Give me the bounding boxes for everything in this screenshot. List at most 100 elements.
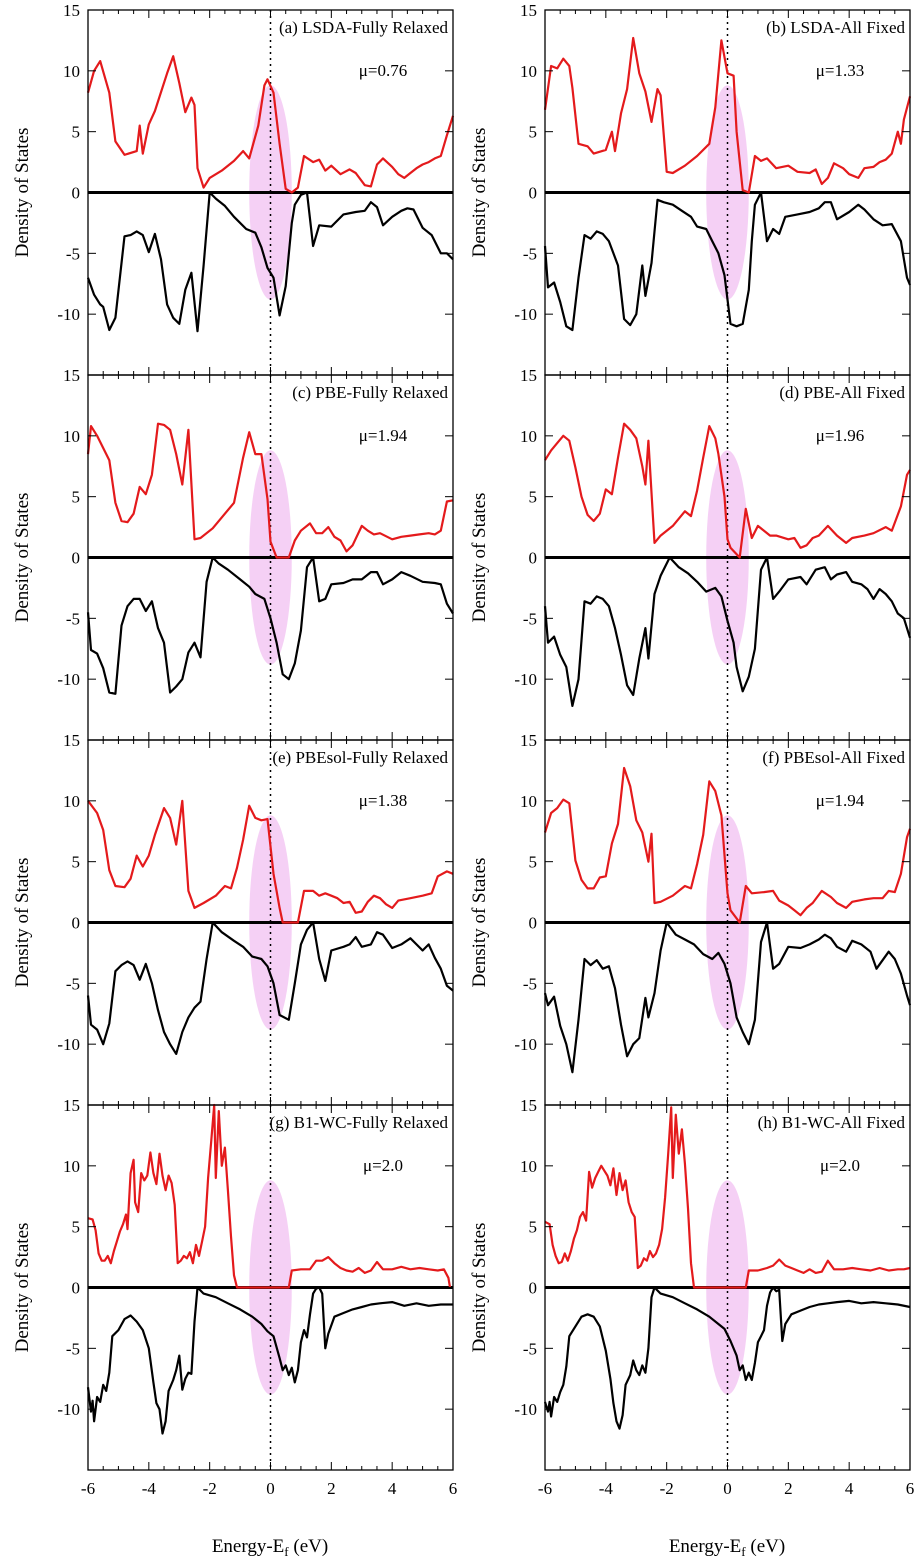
x-axis-ticks bbox=[544, 10, 911, 375]
panel-title: (h) B1-WC-All Fixed bbox=[758, 1113, 906, 1132]
spin-down-dos-line bbox=[543, 556, 912, 707]
panel-h: 15 10 5 0 -5 -10 -6 -4 -2 0 2 4 6 Density of States (h… bbox=[469, 1096, 914, 1498]
panel-c: 15 10 5 0 -5 -10 Density of States (c) PBE-Full… bbox=[12, 366, 454, 741]
panel-title: (b) LSDA-All Fixed bbox=[766, 18, 905, 37]
spin-down-dos-line bbox=[86, 1286, 453, 1435]
y-tick-label: 15 bbox=[520, 1, 537, 20]
y-tick-label: -10 bbox=[514, 1400, 537, 1419]
mu-value: μ=1.96 bbox=[816, 426, 864, 445]
mu-value: μ=1.33 bbox=[816, 61, 864, 80]
y-axis-ticks: 15 10 5 0 -5 -10 bbox=[514, 1, 910, 324]
y-axis-label: Density of States bbox=[12, 1223, 33, 1353]
y-tick-label: 15 bbox=[520, 366, 537, 385]
spin-up-dos-line bbox=[86, 422, 454, 559]
mu-value: μ=0.76 bbox=[359, 61, 407, 80]
y-tick-label: 15 bbox=[520, 731, 537, 750]
y-tick-label: -5 bbox=[523, 609, 537, 628]
panel-title: (f) PBEsol-All Fixed bbox=[762, 748, 905, 767]
y-tick-label: 0 bbox=[72, 184, 81, 203]
mu-value: μ=1.38 bbox=[359, 791, 407, 810]
y-axis-ticks: 15 10 5 0 -5 -10 bbox=[57, 1, 453, 324]
y-tick-label: 15 bbox=[520, 1096, 537, 1115]
y-tick-label: 10 bbox=[520, 62, 537, 81]
y-tick-label: 5 bbox=[72, 488, 81, 507]
y-tick-label: 10 bbox=[520, 427, 537, 446]
mu-value: μ=1.94 bbox=[816, 791, 865, 810]
y-tick-label: 5 bbox=[72, 123, 81, 142]
y-tick-label: -10 bbox=[514, 670, 537, 689]
y-tick-label: -10 bbox=[514, 305, 537, 324]
y-tick-label: 0 bbox=[529, 549, 538, 568]
y-tick-label: -5 bbox=[66, 1339, 80, 1358]
spin-down-dos-line bbox=[86, 191, 454, 333]
y-tick-label: 10 bbox=[63, 792, 80, 811]
x-axis-ticks bbox=[544, 375, 911, 740]
y-tick-label: -5 bbox=[523, 1339, 537, 1358]
x-axis-ticks bbox=[87, 740, 454, 1105]
panel-title: (c) PBE-Fully Relaxed bbox=[292, 383, 448, 402]
y-axis-ticks: 15 10 5 0 -5 -10 bbox=[57, 366, 453, 689]
spin-down-dos-line bbox=[543, 191, 912, 332]
x-axis-ticks bbox=[87, 375, 454, 740]
panel-f: 15 10 5 0 -5 -10 Density of States (f) PBEsol-A… bbox=[469, 731, 912, 1106]
panel-g: 15 10 5 0 -5 -10 -6 -4 -2 0 2 4 6 Density of States (g… bbox=[12, 1096, 457, 1498]
x-tick-label: 6 bbox=[449, 1479, 458, 1498]
y-tick-label: -10 bbox=[514, 1035, 537, 1054]
y-tick-label: 5 bbox=[72, 853, 81, 872]
spin-up-dos-line bbox=[543, 766, 912, 924]
y-tick-label: 10 bbox=[520, 1157, 537, 1176]
mu-value: μ=1.94 bbox=[359, 426, 408, 445]
x-axis-ticks: -6 -4 -2 0 2 4 6 bbox=[538, 1105, 914, 1498]
spin-up-dos-line bbox=[87, 1103, 452, 1289]
x-tick-label: 4 bbox=[388, 1479, 397, 1498]
mu-value: μ=2.0 bbox=[363, 1156, 403, 1175]
y-axis-label: Density of States bbox=[469, 493, 490, 623]
x-tick-label: -6 bbox=[81, 1479, 95, 1498]
y-axis-ticks: 15 10 5 0 -5 -10 bbox=[514, 731, 910, 1054]
y-tick-label: 15 bbox=[63, 731, 80, 750]
y-tick-label: -5 bbox=[66, 609, 80, 628]
y-tick-label: 10 bbox=[63, 1157, 80, 1176]
x-tick-label: -6 bbox=[538, 1479, 552, 1498]
y-tick-label: -10 bbox=[57, 305, 80, 324]
y-tick-label: 15 bbox=[63, 1096, 80, 1115]
x-axis-ticks bbox=[87, 10, 454, 375]
y-tick-label: 0 bbox=[72, 914, 81, 933]
y-tick-label: 10 bbox=[520, 792, 537, 811]
y-axis-ticks: 15 10 5 0 -5 -10 bbox=[57, 1096, 453, 1419]
spin-up-dos-line bbox=[543, 36, 912, 194]
x-tick-label: 0 bbox=[723, 1479, 732, 1498]
panel-title: (a) LSDA-Fully Relaxed bbox=[279, 18, 449, 37]
y-tick-label: -10 bbox=[57, 1400, 80, 1419]
spin-up-dos-line bbox=[86, 55, 455, 194]
y-tick-label: 15 bbox=[63, 1, 80, 20]
x-tick-label: -4 bbox=[142, 1479, 157, 1498]
y-axis-label: Density of States bbox=[469, 128, 490, 258]
y-axis-label: Density of States bbox=[12, 858, 33, 988]
panel-title: (d) PBE-All Fixed bbox=[779, 383, 905, 402]
y-tick-label: 15 bbox=[63, 366, 80, 385]
x-axis-ticks: -6 -4 -2 0 2 4 6 bbox=[81, 1105, 457, 1498]
spin-down-dos-line bbox=[86, 921, 454, 1055]
y-tick-label: 0 bbox=[529, 914, 538, 933]
y-tick-label: 5 bbox=[529, 123, 538, 142]
spin-down-dos-line bbox=[543, 921, 912, 1074]
mu-value: μ=2.0 bbox=[820, 1156, 860, 1175]
panel-e: 15 10 5 0 -5 -10 Density of States (e) PBEsol-F… bbox=[12, 731, 454, 1106]
x-tick-label: 2 bbox=[784, 1479, 793, 1498]
y-axis-ticks: 15 10 5 0 -5 -10 bbox=[57, 731, 453, 1054]
y-tick-label: 0 bbox=[72, 1279, 81, 1298]
spin-down-dos-line bbox=[543, 1286, 911, 1430]
spin-up-dos-line bbox=[87, 799, 454, 924]
y-axis-label: Density of States bbox=[469, 858, 490, 988]
y-tick-label: -5 bbox=[66, 974, 80, 993]
y-tick-label: 5 bbox=[72, 1218, 81, 1237]
panel-title: (g) B1-WC-Fully Relaxed bbox=[270, 1113, 449, 1132]
panel-d: 15 10 5 0 -5 -10 Density of States (d) PBE-All … bbox=[469, 366, 912, 741]
y-axis-ticks: 15 10 5 0 -5 -10 bbox=[514, 1096, 910, 1419]
x-tick-label: 0 bbox=[266, 1479, 275, 1498]
spin-down-dos-line bbox=[86, 556, 454, 695]
y-tick-label: 5 bbox=[529, 488, 538, 507]
y-tick-label: 10 bbox=[63, 427, 80, 446]
x-tick-label: 6 bbox=[906, 1479, 915, 1498]
